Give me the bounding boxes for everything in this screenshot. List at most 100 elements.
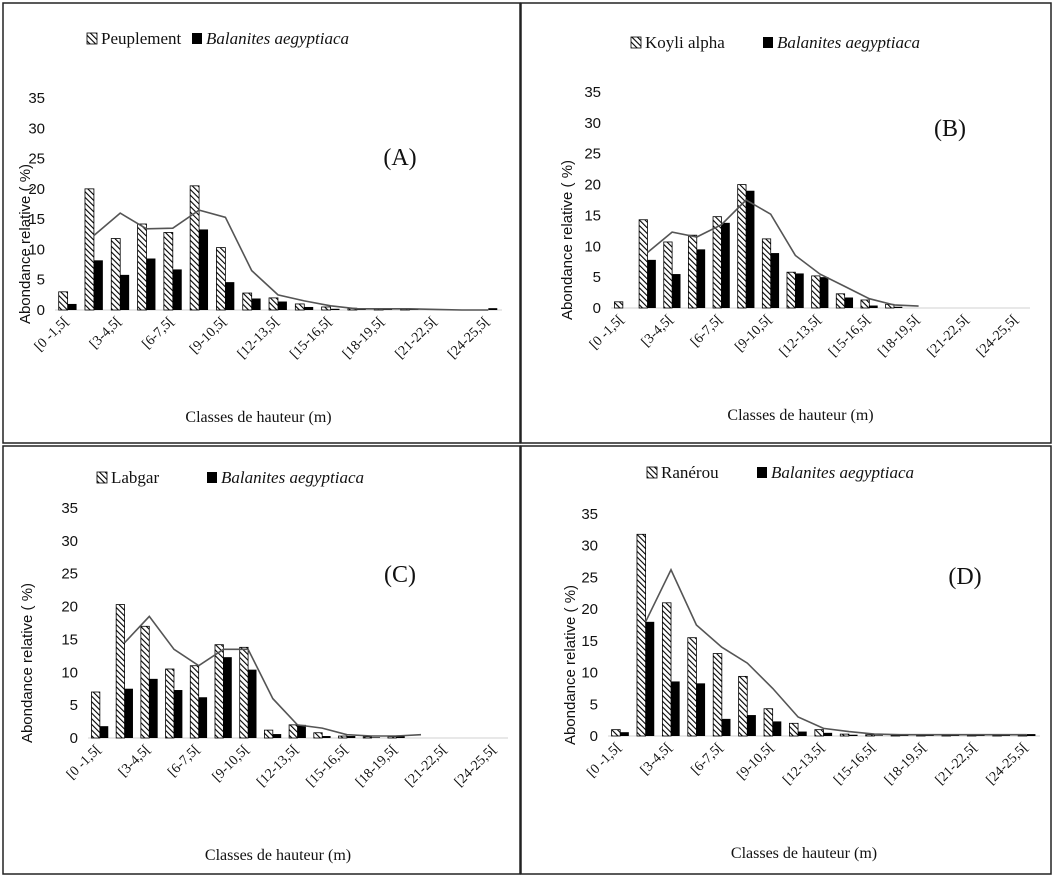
bar-solid: [772, 721, 782, 736]
bar-hatched: [58, 291, 69, 311]
bar-solid: [225, 282, 235, 310]
x-tick-label: [6-7,5[: [688, 312, 726, 350]
x-tick-label: [21-22,5[: [393, 314, 441, 362]
x-axis-title: Classes de hauteur (m): [727, 407, 873, 424]
bar-solid: [322, 736, 331, 738]
legend-label: Labgar: [111, 468, 159, 487]
bar-hatched: [189, 185, 200, 311]
bar-solid: [721, 222, 730, 308]
bar-hatched: [338, 735, 348, 739]
x-tick-label: [18-19,5[: [340, 314, 388, 362]
bar-solid: [899, 735, 909, 736]
bar-solid: [645, 621, 655, 736]
bar-solid: [820, 277, 829, 308]
legend-swatch: [646, 466, 658, 479]
y-tick-label: 25: [61, 566, 78, 583]
bar-solid: [251, 298, 261, 310]
legend-label: Balanites aegyptiaca: [771, 463, 914, 482]
bar-hatched: [239, 646, 249, 739]
bar-solid: [696, 683, 706, 736]
x-tick-label: [9-10,5[: [187, 314, 230, 357]
x-axis-title: Classes de hauteur (m): [185, 409, 331, 426]
y-tick-label: 15: [28, 211, 45, 228]
bar-solid: [199, 229, 209, 310]
y-tick-label: 25: [581, 569, 598, 586]
legend-swatch: [207, 472, 217, 483]
bar-solid: [696, 249, 706, 308]
bar-solid: [770, 253, 780, 308]
bar-solid: [620, 732, 629, 736]
bar-hatched: [835, 293, 846, 309]
x-tick-label: [12-13,5[: [235, 314, 283, 362]
panel-letter: (D): [948, 564, 981, 590]
bar-hatched: [321, 306, 331, 311]
legend-swatch: [757, 467, 767, 478]
x-tick-label: [9-10,5[: [210, 742, 253, 785]
x-tick-label: [9-10,5[: [732, 312, 775, 355]
x-tick-label: [21-22,5[: [925, 312, 973, 360]
x-tick-label: [18-19,5[: [353, 742, 401, 790]
x-tick-label: [24-25,5[: [452, 742, 500, 790]
bar-hatched: [687, 234, 698, 309]
bar-hatched: [163, 232, 174, 311]
y-axis-title: Abondance relative ( %): [562, 585, 579, 745]
x-tick-label: [3-4,5[: [116, 742, 154, 780]
legend: Koyli alpha Balanites aegyptiaca: [630, 33, 920, 52]
bar-solid: [396, 735, 405, 738]
panel-border: [520, 445, 1052, 875]
bar-solid: [975, 735, 985, 736]
x-tick-label: [15-16,5[: [288, 314, 336, 362]
x-tick-label: [24-25,5[: [984, 740, 1032, 788]
x-axis-title: Classes de hauteur (m): [731, 845, 877, 862]
x-tick-label: [12-13,5[: [254, 742, 302, 790]
bar-solid: [747, 715, 756, 736]
y-tick-label: 15: [61, 631, 78, 648]
bar-solid: [874, 735, 883, 736]
y-tick-label: 25: [584, 146, 601, 163]
x-tick-label: [15-16,5[: [826, 312, 874, 360]
bar-hatched: [614, 301, 624, 309]
bar-hatched: [738, 675, 748, 737]
y-tick-label: 35: [61, 500, 78, 517]
legend-swatch: [86, 32, 98, 45]
bar-solid: [671, 681, 680, 736]
legend-label: Ranérou: [661, 463, 719, 482]
bar-solid: [795, 273, 804, 308]
chart-panel-4: 0 5 10 15 20 25 30 35 [0 -1,5[[3-4,5[[6-7,5[[9-1…: [520, 445, 1052, 875]
bar-solid: [823, 732, 833, 736]
bar-solid: [746, 190, 755, 308]
y-tick-label: 30: [584, 115, 601, 132]
bar-solid: [93, 260, 103, 310]
bar-hatched: [242, 292, 253, 311]
y-tick-label: 20: [28, 181, 45, 198]
y-tick-label: 30: [581, 538, 598, 555]
x-tick-label: [6-7,5[: [689, 740, 727, 778]
y-tick-label: 35: [584, 84, 601, 101]
chart-panel-3: 0 5 10 15 20 25 30 35 [0 -1,5[[3-4,5[[6-7,5[[9-1…: [2, 445, 521, 875]
panel-letter: (B): [934, 116, 966, 142]
trend-line: [644, 567, 1027, 736]
x-tick-label: [15-16,5[: [831, 740, 879, 788]
y-tick-label: 30: [61, 533, 78, 550]
x-tick-label: [18-19,5[: [882, 740, 930, 788]
y-tick-label: 20: [584, 177, 601, 194]
bar-hatched: [636, 533, 647, 737]
y-tick-label: 35: [28, 90, 45, 107]
panel-border: [2, 445, 521, 875]
bar-hatched: [165, 668, 175, 739]
bar-solid: [146, 258, 156, 310]
legend-label: Balanites aegyptiaca: [221, 468, 364, 487]
bar-solid: [893, 306, 903, 308]
x-tick-label: [3-4,5[: [638, 740, 676, 778]
y-tick-label: 0: [593, 300, 601, 317]
bar-solid: [198, 697, 208, 738]
x-tick-label: [6-7,5[: [165, 742, 203, 780]
trend-line: [646, 199, 919, 307]
bar-solid: [149, 678, 158, 738]
bar-solid: [330, 308, 340, 310]
bar-hatched: [91, 691, 101, 739]
y-tick-label: 10: [61, 664, 78, 681]
y-tick-label: 0: [70, 730, 78, 747]
y-tick-label: 30: [28, 120, 45, 137]
